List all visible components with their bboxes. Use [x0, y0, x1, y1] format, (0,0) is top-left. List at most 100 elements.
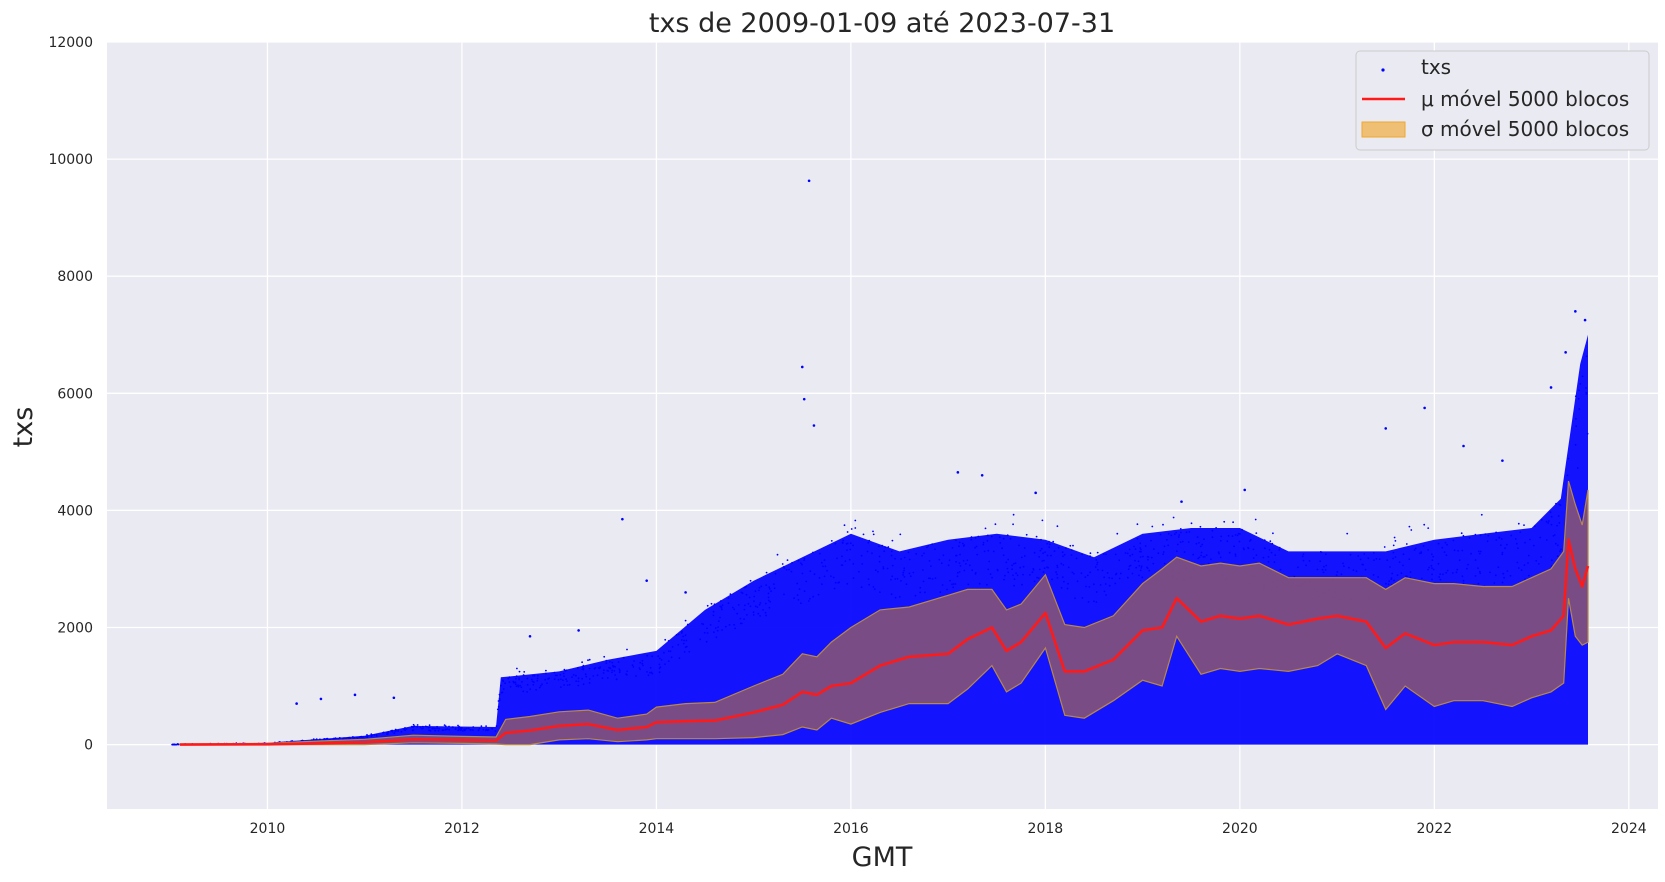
scatter-point	[743, 608, 746, 611]
scatter-point	[1279, 568, 1282, 571]
scatter-point	[923, 552, 925, 555]
scatter-point	[931, 543, 934, 546]
scatter-point	[1524, 541, 1526, 544]
scatter-point	[760, 585, 763, 588]
scatter-point	[1089, 552, 1092, 555]
scatter-point	[800, 562, 802, 564]
scatter-point	[1527, 562, 1529, 564]
scatter-point	[1267, 556, 1270, 558]
scatter-point	[1118, 559, 1121, 562]
scatter-point	[1007, 558, 1010, 561]
scatter-point	[544, 678, 547, 681]
scatter-point	[703, 631, 706, 634]
scatter-point	[1555, 502, 1557, 505]
scatter-point	[764, 611, 767, 614]
scatter-point	[860, 554, 863, 557]
scatter-point	[1005, 561, 1008, 564]
scatter-point	[921, 554, 923, 557]
scatter-point	[437, 729, 440, 732]
scatter-point	[982, 541, 985, 544]
scatter-point	[477, 729, 480, 732]
scatter-point	[603, 669, 605, 672]
scatter-point	[1437, 542, 1440, 545]
scatter-point	[879, 591, 881, 593]
scatter-point	[848, 558, 851, 561]
scatter-point	[1254, 518, 1257, 521]
scatter-point	[752, 611, 755, 614]
scatter-point	[1046, 554, 1049, 557]
scatter-point	[1322, 571, 1325, 574]
scatter-point	[867, 541, 870, 544]
scatter-point	[955, 560, 957, 563]
scatter-point	[459, 729, 462, 731]
scatter-point	[434, 729, 436, 732]
scatter-point	[1484, 533, 1487, 535]
scatter-point	[617, 661, 620, 663]
scatter-point	[1410, 529, 1413, 531]
scatter-point	[626, 670, 629, 673]
scatter-point	[1510, 534, 1513, 537]
scatter-point	[432, 727, 434, 730]
scatter-point	[713, 603, 716, 606]
scatter-point	[326, 737, 329, 740]
scatter-point	[1035, 535, 1038, 538]
scatter-point	[1198, 556, 1201, 559]
scatter-point	[611, 671, 613, 674]
scatter-point	[1126, 576, 1129, 579]
scatter-point	[753, 595, 756, 598]
scatter-point	[974, 546, 976, 549]
scatter-point	[641, 659, 644, 662]
scatter-point	[899, 533, 902, 536]
scatter-point	[416, 726, 418, 728]
scatter-point	[1352, 569, 1355, 571]
scatter-point	[173, 743, 176, 746]
scatter-point	[1087, 601, 1090, 603]
scatter-point	[1340, 573, 1343, 576]
scatter-point	[858, 570, 860, 573]
scatter-point	[1377, 576, 1379, 578]
scatter-point	[1203, 555, 1206, 558]
scatter-point	[685, 639, 688, 642]
scatter-point	[532, 683, 535, 686]
legend-box	[1355, 50, 1650, 151]
scatter-point	[522, 690, 525, 693]
scatter-point	[930, 565, 932, 567]
scatter-point	[566, 680, 568, 682]
scatter-point	[867, 578, 870, 580]
scatter-point	[677, 633, 680, 636]
scatter-point	[710, 602, 713, 605]
scatter-point	[1062, 555, 1064, 558]
scatter-point	[988, 560, 991, 563]
scatter-point	[366, 734, 368, 736]
scatter-point	[618, 668, 621, 670]
scatter-point	[1495, 531, 1497, 534]
scatter-point	[1033, 580, 1036, 583]
scatter-point	[535, 688, 537, 691]
scatter-point	[1011, 564, 1013, 567]
scatter-point	[900, 558, 902, 560]
scatter-point	[1431, 578, 1433, 581]
scatter-point	[1065, 547, 1067, 550]
scatter-point	[1012, 513, 1015, 516]
scatter-point	[1409, 576, 1412, 579]
scatter-point	[1255, 554, 1258, 556]
scatter-point	[990, 535, 993, 538]
scatter-point	[1207, 562, 1210, 565]
scatter-point	[872, 533, 875, 536]
scatter-point	[989, 573, 992, 575]
scatter-point	[834, 542, 837, 545]
scatter-point	[393, 732, 396, 734]
scatter-point	[680, 639, 683, 641]
scatter-point	[1478, 570, 1481, 573]
y-tick-label: 8000	[57, 269, 93, 285]
scatter-point	[1414, 547, 1417, 550]
scatter-point	[1413, 549, 1416, 551]
scatter-point	[1585, 393, 1588, 395]
scatter-point	[996, 568, 999, 571]
scatter-point	[1372, 552, 1375, 554]
scatter-point	[1405, 575, 1407, 577]
scatter-point	[1139, 542, 1142, 545]
scatter-point	[1408, 558, 1411, 561]
scatter-point	[684, 619, 687, 622]
scatter-point	[1176, 550, 1178, 553]
